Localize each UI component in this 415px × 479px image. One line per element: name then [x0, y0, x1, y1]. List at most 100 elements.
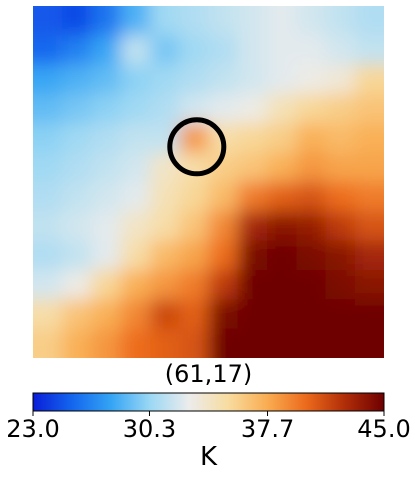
heatmap-cell [91, 211, 122, 242]
heatmap-cell [325, 123, 356, 154]
heatmap-cell [296, 240, 326, 271]
heatmap-cell [91, 240, 122, 271]
heatmap-cell [150, 64, 180, 95]
heatmap-cell [237, 35, 268, 66]
heatmap-cell [267, 35, 297, 66]
heatmap-cell [179, 6, 209, 36]
heatmap-plot-area [33, 6, 384, 358]
heatmap-cell [150, 240, 180, 271]
heatmap-cell [62, 299, 92, 330]
heatmap-cell [237, 152, 268, 183]
colorbar-tick-label: 23.0 [6, 415, 59, 443]
heatmap-cell [354, 64, 384, 95]
heatmap-cell [354, 182, 384, 212]
heatmap-cell [150, 94, 180, 124]
heatmap-cell [62, 152, 92, 183]
heatmap-cell [150, 328, 180, 358]
heatmap-cell [33, 328, 63, 358]
heatmap-cell [33, 6, 63, 36]
heatmap-cell [179, 240, 209, 271]
heatmap-cell [91, 35, 122, 66]
heatmap-cell [325, 328, 356, 358]
colorbar-unit-label: K [200, 442, 218, 472]
heatmap-cell [179, 152, 209, 183]
heatmap-cell [354, 152, 384, 183]
heatmap-cell [120, 64, 151, 95]
heatmap-cell [354, 211, 384, 242]
heatmap-cell [354, 328, 384, 358]
heatmap-cell [91, 94, 122, 124]
colorbar-ticks: 23.0 30.3 37.7 45.0 [6, 411, 411, 443]
heatmap-cell [267, 240, 297, 271]
heatmap-cell [237, 299, 268, 330]
heatmap-cell [33, 94, 63, 124]
heatmap-cell [296, 270, 326, 300]
heatmap-cell [354, 6, 384, 36]
heatmap-cell [91, 152, 122, 183]
heatmap-cell [267, 328, 297, 358]
heatmap-cell [325, 64, 356, 95]
heatmap-cell [179, 123, 209, 154]
heatmap-cell [296, 211, 326, 242]
heatmap-cell [179, 211, 209, 242]
heatmap-cell [120, 328, 151, 358]
heatmap-cell [120, 152, 151, 183]
heatmap-cell [208, 94, 239, 124]
heatmap-cell [325, 240, 356, 271]
heatmap-cell [296, 328, 326, 358]
heatmap-cell [208, 211, 239, 242]
heatmap-cell [33, 240, 63, 271]
heatmap-cell [120, 299, 151, 330]
heatmap-cell [354, 270, 384, 300]
heatmap-cell [179, 64, 209, 95]
heatmap-cell [33, 299, 63, 330]
heatmap-cell [62, 328, 92, 358]
heatmap-cell [208, 64, 239, 95]
heatmap-cell [237, 123, 268, 154]
heatmap-cell [325, 270, 356, 300]
colorbar-tick-label: 37.7 [241, 415, 294, 443]
heatmap-cell [91, 270, 122, 300]
heatmap-cell [267, 6, 297, 36]
heatmap-cell [120, 270, 151, 300]
heatmap-cell [237, 328, 268, 358]
heatmap-cell [179, 182, 209, 212]
heatmap-cell [91, 123, 122, 154]
heatmap-cell [150, 152, 180, 183]
heatmap-cell [296, 123, 326, 154]
heatmap-cell [120, 182, 151, 212]
heatmap-cell [62, 270, 92, 300]
heatmap-cell [150, 211, 180, 242]
heatmap-cell [150, 299, 180, 330]
heatmap-cell [33, 270, 63, 300]
heatmap-cell [62, 123, 92, 154]
heatmap-cell [33, 152, 63, 183]
heatmap-cell [296, 299, 326, 330]
heatmap-cell [33, 64, 63, 95]
heatmap-cell [325, 152, 356, 183]
heatmap-cell [120, 240, 151, 271]
heatmap-cell [62, 211, 92, 242]
heatmap-cell [354, 94, 384, 124]
heatmap-cell [91, 328, 122, 358]
heatmap-cell [267, 152, 297, 183]
heatmap-cell [150, 182, 180, 212]
heatmap-cell [267, 270, 297, 300]
heatmap-cell [33, 35, 63, 66]
heatmap-cell [120, 123, 151, 154]
heatmap-cell [325, 94, 356, 124]
heatmap-cell [120, 94, 151, 124]
heatmap-cell [179, 328, 209, 358]
heatmap-cell [325, 35, 356, 66]
heatmap-cell [325, 299, 356, 330]
heatmap-cell [325, 182, 356, 212]
heatmap-cell [91, 299, 122, 330]
heatmap-cell [208, 35, 239, 66]
heatmap-cell [296, 35, 326, 66]
heatmap-cell [237, 240, 268, 271]
heatmap-cell [237, 6, 268, 36]
heatmap-cell [267, 94, 297, 124]
heatmap-cell [296, 152, 326, 183]
colorbar [32, 392, 385, 412]
heatmap-cell [120, 6, 151, 36]
